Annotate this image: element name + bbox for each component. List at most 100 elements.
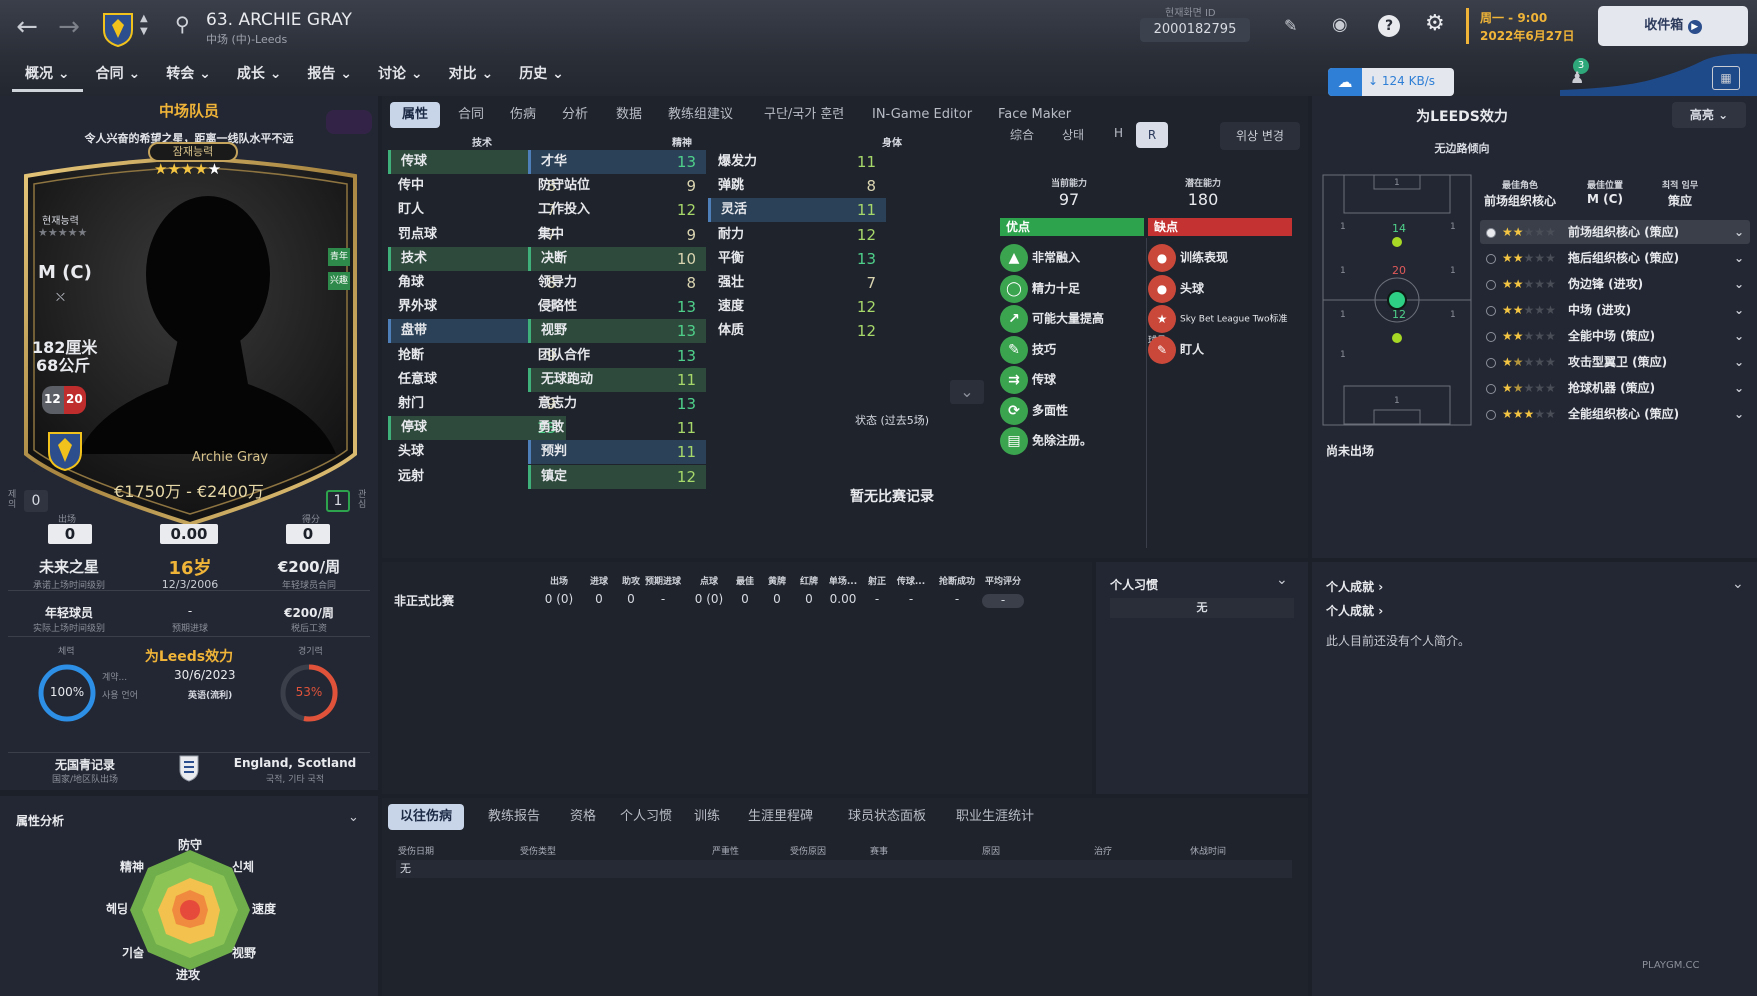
ability-tab-overall[interactable]: 综合: [1010, 128, 1035, 142]
role-radio-icon[interactable]: [1486, 279, 1496, 290]
stats-value: 0: [805, 592, 813, 606]
crest-switcher-icon[interactable]: ▲ ▼: [140, 13, 148, 37]
lower-tab[interactable]: 教练报告: [488, 809, 541, 824]
role-row[interactable]: ★★★★★ 抢球机器 (策应) ⌄: [1480, 376, 1750, 400]
role-chevron-icon[interactable]: ⌄: [1733, 277, 1744, 291]
lower-tab[interactable]: 以往伤病: [388, 804, 465, 830]
role-row[interactable]: ★★★★★ 全能中场 (策应) ⌄: [1480, 324, 1750, 348]
role-name: 全能组织核心 (策应): [1568, 407, 1680, 421]
pencil-icon[interactable]: ✎: [1284, 16, 1298, 35]
role-radio-icon[interactable]: [1486, 227, 1496, 238]
role-chevron-icon[interactable]: ⌄: [1733, 355, 1744, 369]
layout-toggle-icon[interactable]: ▦: [1712, 66, 1740, 90]
settings-gear-icon[interactable]: ⚙: [1425, 11, 1445, 36]
role-radio-icon[interactable]: [1486, 253, 1496, 264]
role-chevron-icon[interactable]: ⌄: [1733, 225, 1744, 239]
role-chevron-icon[interactable]: ⌄: [1733, 407, 1744, 421]
technical-attr-name: 盯人: [398, 202, 425, 218]
position-change-button[interactable]: 위상 변경: [1220, 122, 1300, 150]
best-position-label: 最佳位置: [1586, 181, 1623, 191]
interest-count[interactable]: 1: [326, 490, 350, 512]
subtab-injuries[interactable]: 伤病: [510, 107, 537, 122]
stats-header: 预期进球: [644, 577, 681, 587]
role-row[interactable]: ★★★★★ 全能组织核心 (策应) ⌄: [1480, 402, 1750, 426]
con-label: 盯人: [1180, 342, 1205, 356]
role-chevron-icon[interactable]: ⌄: [1733, 251, 1744, 265]
globe-icon[interactable]: ◉: [1332, 14, 1348, 35]
role-title: 中场队员: [158, 102, 219, 120]
tab-compare[interactable]: 对比 ⌄: [448, 66, 494, 82]
subtab-attributes[interactable]: 属性: [390, 102, 441, 128]
collapse-chevron-icon[interactable]: ⌄: [348, 810, 359, 825]
role-row[interactable]: ★★★★★ 攻击型翼卫 (策应) ⌄: [1480, 350, 1750, 374]
role-stars: ★★★★★: [1502, 407, 1556, 421]
manager-icon[interactable]: ♟: [1570, 68, 1585, 87]
tab-transfer[interactable]: 转会 ⌄: [166, 66, 211, 82]
subtab-contract[interactable]: 合同: [458, 107, 485, 122]
subtab-analysis[interactable]: 分析: [562, 107, 589, 122]
search-icon[interactable]: ⚲: [175, 12, 190, 36]
role-chevron-icon[interactable]: ⌄: [1733, 303, 1744, 317]
role-row[interactable]: ★★★★★ 前场组织核心 (策应) ⌄: [1480, 220, 1750, 244]
achievements-link-2[interactable]: 个人成就 ›: [1326, 604, 1384, 618]
offers-count[interactable]: 0: [24, 490, 48, 512]
screen-id-field[interactable]: 2000182795: [1140, 18, 1250, 42]
role-radio-icon[interactable]: [1486, 305, 1496, 316]
role-radio-icon[interactable]: [1486, 383, 1496, 394]
con-item: ● 训练表现: [1148, 244, 1294, 272]
achievements-link-1[interactable]: 个人成就 ›: [1326, 580, 1384, 594]
pitch-num: 1: [1450, 222, 1456, 232]
download-widget[interactable]: ☁ ↓ 124 KB/s: [1328, 68, 1454, 96]
mental-attr-value: 13: [676, 153, 696, 171]
stats-value: 0: [595, 592, 603, 606]
lower-tab[interactable]: 资格: [570, 809, 597, 824]
divider: [8, 636, 370, 637]
trend-up-icon: ↗: [1000, 305, 1028, 333]
progress-dash: -: [187, 604, 193, 618]
habits-chevron-icon[interactable]: ⌄: [1276, 572, 1288, 588]
inbox-button[interactable]: 收件箱 ▶: [1598, 6, 1748, 46]
role-radio-icon[interactable]: [1486, 331, 1496, 342]
achievements-chevron-icon[interactable]: ⌄: [1732, 576, 1744, 592]
role-row[interactable]: ★★★★★ 中场 (进攻) ⌄: [1480, 298, 1750, 322]
tab-overview[interactable]: 概况 ⌄: [12, 62, 83, 92]
physical-attr-value: 8: [866, 177, 876, 196]
lower-tab[interactable]: 训练: [694, 809, 721, 824]
cons-header: 缺点: [1148, 218, 1292, 236]
tab-reports[interactable]: 报告 ⌄: [307, 66, 353, 82]
subtab-coach-advice[interactable]: 教练组建议: [668, 107, 734, 122]
lower-tab[interactable]: 个人习惯: [620, 809, 673, 824]
tab-development[interactable]: 成长 ⌄: [236, 66, 282, 82]
lower-tab[interactable]: 职业生涯统计: [956, 809, 1035, 824]
highlight-dropdown[interactable]: 高亮 ⌄: [1672, 102, 1746, 128]
expand-chevron-icon[interactable]: ⌄: [950, 380, 984, 404]
physical-attr-name: 爆发力: [718, 154, 758, 169]
physical-header: 身体: [882, 138, 902, 149]
role-chevron-icon[interactable]: ⌄: [1733, 329, 1744, 343]
subtab-club-training[interactable]: 구단/국가 훈련: [764, 107, 845, 122]
injury-header: 受伤日期: [398, 847, 435, 857]
intl-label: 无国青记录: [54, 758, 115, 772]
ability-tab-r[interactable]: R: [1136, 122, 1168, 148]
tab-contract[interactable]: 合同 ⌄: [95, 66, 141, 82]
tab-discuss[interactable]: 讨论 ⌄: [378, 66, 423, 82]
mental-attr-value: 13: [676, 395, 696, 413]
lower-tab[interactable]: 生涯里程碑: [748, 809, 814, 824]
ability-tab-h[interactable]: H: [1114, 126, 1124, 140]
back-arrow-icon[interactable]: ←: [16, 12, 38, 42]
role-radio-icon[interactable]: [1486, 409, 1496, 420]
dob-label: 12/3/2006: [161, 578, 219, 591]
ability-tab-status[interactable]: 상태: [1062, 128, 1085, 142]
help-icon[interactable]: ?: [1378, 15, 1400, 37]
role-row[interactable]: ★★★★★ 拖后组织核心 (策应) ⌄: [1480, 246, 1750, 270]
subtab-face-maker[interactable]: Face Maker: [998, 107, 1072, 122]
tab-history[interactable]: 历史 ⌄: [519, 66, 564, 82]
forward-arrow-icon[interactable]: →: [58, 12, 80, 42]
lower-tab[interactable]: 球员状态面板: [848, 809, 927, 824]
subtab-ingame-editor[interactable]: IN-Game Editor: [872, 107, 973, 122]
role-radio-icon[interactable]: [1486, 357, 1496, 368]
fitness-pct: 100%: [49, 685, 85, 699]
subtab-data[interactable]: 数据: [616, 107, 643, 122]
role-chevron-icon[interactable]: ⌄: [1733, 381, 1744, 395]
role-row[interactable]: ★★★★★ 伪边锋 (进攻) ⌄: [1480, 272, 1750, 296]
